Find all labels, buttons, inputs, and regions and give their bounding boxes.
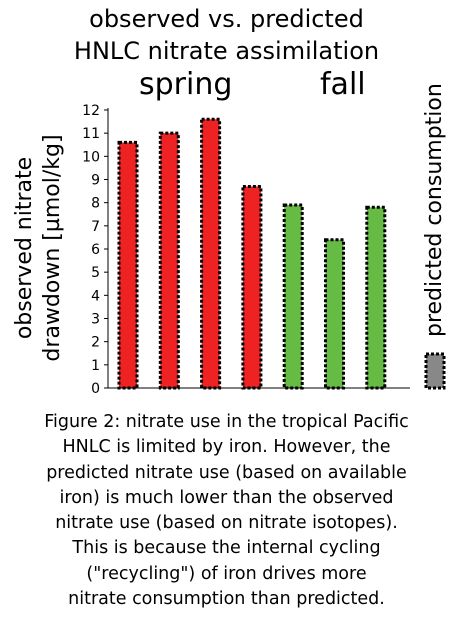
bar-spring [200, 117, 222, 390]
y-tick-label: 6 [91, 242, 100, 258]
group-label-spring: spring [139, 67, 233, 102]
y-tick-label: 9 [91, 173, 100, 189]
y-tick-label: 4 [91, 288, 100, 304]
y-tick-label: 3 [91, 312, 100, 328]
y-tick-label: 5 [91, 265, 100, 281]
caption-line: HNLC is limited by iron. However, the [62, 437, 391, 458]
y-tick-label: 2 [91, 335, 100, 351]
bars [117, 117, 387, 390]
y-tick-label: 8 [91, 196, 100, 212]
y-tick-label: 1 [91, 358, 100, 374]
caption-line: iron) is much lower than the observed [59, 487, 394, 508]
y-tick-label: 0 [91, 381, 100, 397]
caption-line: nitrate use (based on nitrate isotopes). [55, 513, 398, 534]
y-tick-label: 7 [91, 219, 100, 235]
group-label-fall: fall [320, 67, 366, 102]
bar-spring [241, 184, 263, 390]
caption-line: Figure 2: nitrate use in the tropical Pa… [44, 412, 409, 432]
y-tick-label: 10 [82, 149, 100, 165]
legend-swatch [424, 352, 446, 390]
y-tick-label: 11 [82, 126, 100, 142]
y-tick-label: 12 [82, 103, 100, 119]
bar-chart: observed nitrate drawdown [µmol/kg] 0123… [12, 83, 447, 397]
bar-spring [117, 140, 139, 390]
chart-title-line-2: HNLC nitrate assimilation [73, 37, 380, 65]
chart-title-line-1: observed vs. predicted [89, 5, 364, 33]
bar-fall [365, 205, 387, 390]
figure-caption: Figure 2: nitrate use in the tropical Pa… [8, 410, 445, 612]
bar-fall [324, 238, 345, 390]
legend-label: predicted consumption [422, 83, 447, 337]
bar-spring [158, 131, 180, 390]
bar-fall [282, 203, 304, 390]
legend: predicted consumption [422, 83, 447, 390]
caption-line: predicted nitrate use (based on availabl… [46, 462, 407, 483]
caption-line: This is because the internal cycling [72, 538, 381, 559]
y-axis-label: observed nitrate drawdown [µmol/kg] [12, 134, 65, 361]
caption-line: ("recycling") of iron drives more [86, 563, 367, 584]
y-axis-label-line-2: drawdown [µmol/kg] [40, 134, 65, 361]
y-axis-label-line-1: observed nitrate [12, 157, 37, 339]
caption-line: nitrate consumption than predicted. [68, 589, 385, 610]
